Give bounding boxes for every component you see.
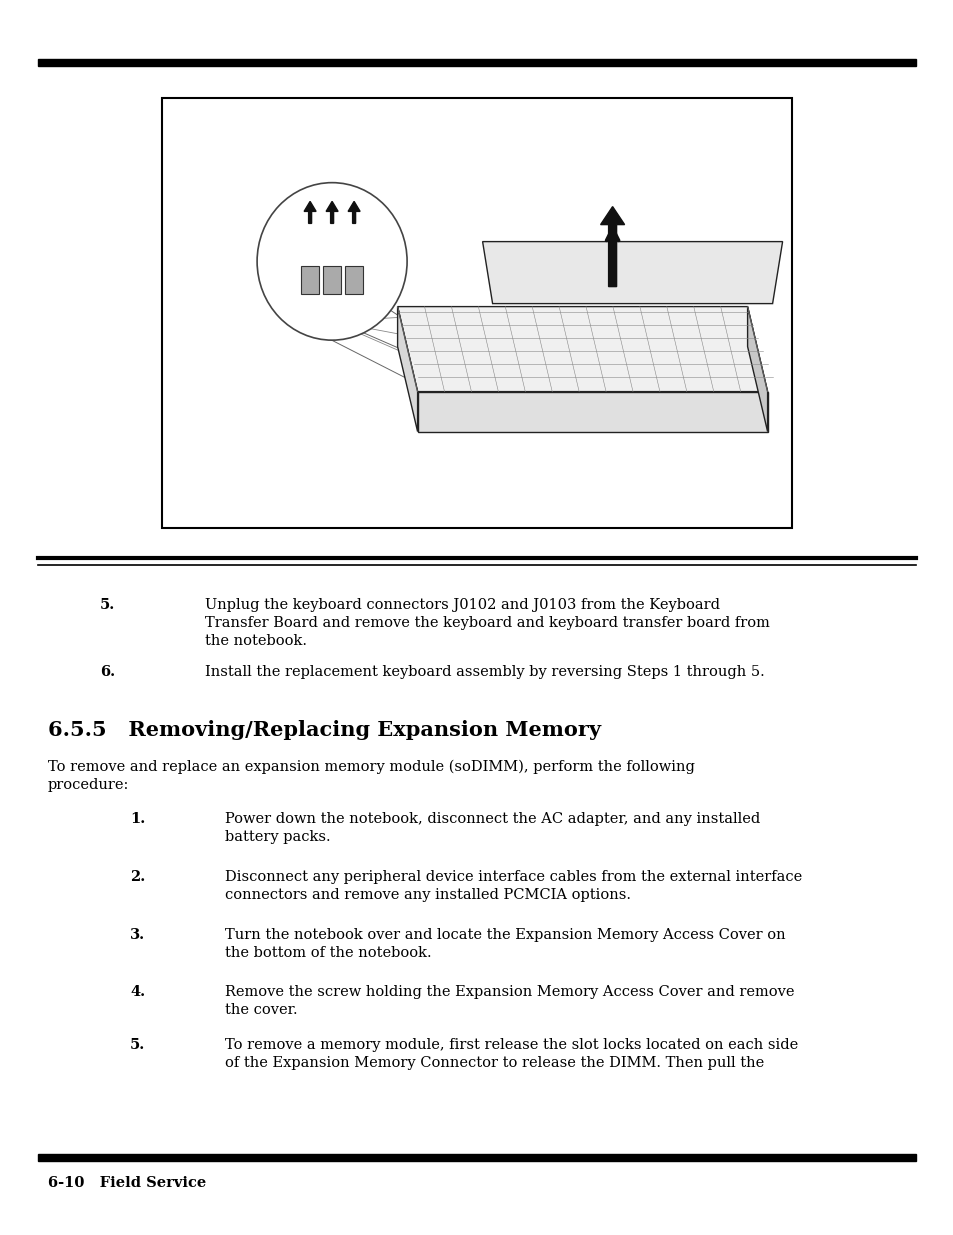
Polygon shape (397, 306, 767, 391)
Text: 6-10   Field Service: 6-10 Field Service (48, 1176, 206, 1191)
Text: 6.5.5   Removing/Replacing Expansion Memory: 6.5.5 Removing/Replacing Expansion Memor… (48, 720, 600, 740)
Text: 5.: 5. (130, 1037, 145, 1052)
Bar (301, 267, 318, 294)
Text: the bottom of the notebook.: the bottom of the notebook. (225, 946, 431, 960)
Text: 1.: 1. (130, 811, 145, 826)
Text: Install the replacement keyboard assembly by reversing Steps 1 through 5.: Install the replacement keyboard assembl… (205, 664, 764, 679)
Text: To remove and replace an expansion memory module (soDIMM), perform the following: To remove and replace an expansion memor… (48, 760, 694, 774)
Bar (345, 267, 363, 294)
Bar (38, 1155, 915, 1161)
Text: Turn the notebook over and locate the Expansion Memory Access Cover on: Turn the notebook over and locate the Ex… (225, 927, 785, 942)
Text: 2.: 2. (130, 869, 145, 884)
Polygon shape (417, 391, 767, 431)
Text: Unplug the keyboard connectors J0102 and J0103 from the Keyboard: Unplug the keyboard connectors J0102 and… (205, 598, 720, 613)
Text: 5.: 5. (100, 598, 115, 613)
Text: battery packs.: battery packs. (225, 830, 331, 844)
Text: of the Expansion Memory Connector to release the DIMM. Then pull the: of the Expansion Memory Connector to rel… (225, 1056, 763, 1070)
Text: procedure:: procedure: (48, 778, 130, 792)
Text: 3.: 3. (130, 927, 145, 942)
Text: 6.: 6. (100, 664, 115, 679)
FancyArrow shape (326, 201, 337, 224)
Text: To remove a memory module, first release the slot locks located on each side: To remove a memory module, first release… (225, 1037, 798, 1052)
Polygon shape (747, 306, 767, 431)
Polygon shape (482, 242, 781, 304)
Polygon shape (397, 306, 417, 431)
Text: Remove the screw holding the Expansion Memory Access Cover and remove: Remove the screw holding the Expansion M… (225, 986, 794, 999)
Text: Disconnect any peripheral device interface cables from the external interface: Disconnect any peripheral device interfa… (225, 869, 801, 884)
FancyArrow shape (348, 201, 359, 224)
Bar (38, 58, 915, 65)
Ellipse shape (256, 183, 407, 340)
Text: 4.: 4. (130, 986, 145, 999)
FancyArrow shape (600, 206, 624, 287)
FancyArrow shape (304, 201, 315, 224)
Text: the cover.: the cover. (225, 1003, 297, 1016)
Bar (162, 98, 791, 529)
Text: connectors and remove any installed PCMCIA options.: connectors and remove any installed PCMC… (225, 888, 630, 902)
Text: Transfer Board and remove the keyboard and keyboard transfer board from: Transfer Board and remove the keyboard a… (205, 616, 769, 630)
Text: the notebook.: the notebook. (205, 634, 307, 648)
Text: Power down the notebook, disconnect the AC adapter, and any installed: Power down the notebook, disconnect the … (225, 811, 760, 826)
Bar (323, 267, 341, 294)
